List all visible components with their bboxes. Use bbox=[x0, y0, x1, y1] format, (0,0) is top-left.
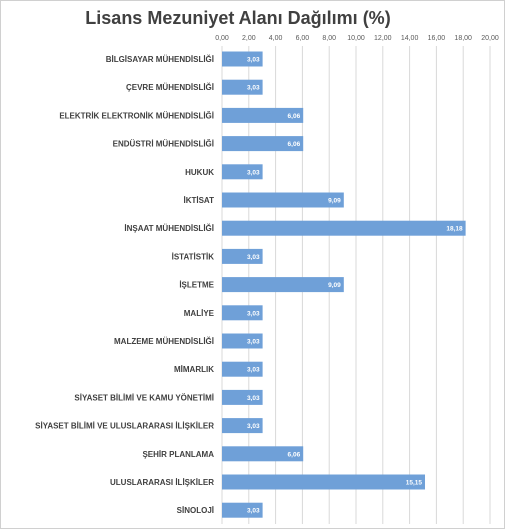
x-tick-label: 20,00 bbox=[481, 35, 499, 42]
bar bbox=[222, 446, 304, 462]
bar bbox=[222, 51, 263, 67]
category-label: İŞLETME bbox=[179, 281, 214, 290]
x-tick-label: 14,00 bbox=[401, 35, 419, 42]
data-labels: 3,03 3,03 6,06 6,06 3,03 9,09 18,18 3,03 9,09 3,0… bbox=[247, 57, 463, 515]
chart-title: Lisans Mezuniyet Alanı Dağılımı (%) bbox=[85, 8, 390, 28]
data-label: 3,03 bbox=[247, 254, 260, 261]
category-label: İKTİSAT bbox=[183, 196, 214, 205]
category-label: HUKUK bbox=[185, 168, 214, 177]
category-label: MİMARLIK bbox=[174, 365, 214, 374]
data-label: 3,03 bbox=[247, 169, 260, 176]
category-label: SİYASET BİLİMİ VE ULUSLARARASI İLİŞKİLER bbox=[35, 422, 214, 431]
data-label: 3,03 bbox=[247, 57, 260, 64]
bar bbox=[222, 502, 263, 518]
category-label: ÇEVRE MÜHENDİSLİĞİ bbox=[126, 83, 214, 92]
category-label: MALZEME MÜHENDİSLİĞİ bbox=[114, 337, 214, 346]
category-label: İSTATİSTİK bbox=[172, 252, 215, 261]
x-tick-label: 8,00 bbox=[322, 35, 336, 42]
bar bbox=[222, 389, 263, 405]
bar bbox=[222, 192, 344, 208]
x-tick-label: 10,00 bbox=[347, 35, 365, 42]
data-label: 18,18 bbox=[446, 226, 463, 233]
bar bbox=[222, 220, 466, 236]
category-label: ULUSLARARASI İLİŞKİLER bbox=[110, 478, 214, 487]
data-label: 3,03 bbox=[247, 310, 260, 317]
x-tick-label: 16,00 bbox=[428, 35, 446, 42]
bar bbox=[222, 79, 263, 95]
x-tick-label: 18,00 bbox=[454, 35, 472, 42]
x-tick-label: 6,00 bbox=[296, 35, 310, 42]
bar bbox=[222, 277, 344, 293]
x-tick-label: 12,00 bbox=[374, 35, 392, 42]
data-label: 15,15 bbox=[406, 480, 423, 487]
data-label: 6,06 bbox=[288, 451, 301, 458]
bar bbox=[222, 107, 304, 123]
bars bbox=[222, 51, 466, 518]
bar bbox=[222, 361, 263, 377]
x-tick-labels: 0,00 2,00 4,00 6,00 8,00 10,00 12,00 14,00 16,00… bbox=[215, 35, 499, 42]
data-label: 3,03 bbox=[247, 339, 260, 346]
data-label: 9,09 bbox=[328, 282, 341, 289]
data-label: 3,03 bbox=[247, 395, 260, 402]
category-label: BİLGİSAYAR MÜHENDİSLİĞİ bbox=[106, 55, 214, 64]
bar bbox=[222, 305, 263, 321]
category-label: ENDÜSTRİ MÜHENDİSLİĞİ bbox=[113, 140, 214, 149]
bar bbox=[222, 333, 263, 349]
category-label: ŞEHİR PLANLAMA bbox=[142, 450, 214, 459]
data-label: 6,06 bbox=[288, 141, 301, 148]
data-label: 3,03 bbox=[247, 423, 260, 430]
data-label: 6,06 bbox=[288, 113, 301, 120]
category-label: İNŞAAT MÜHENDİSLİĞİ bbox=[124, 224, 214, 233]
grid-lines bbox=[221, 46, 491, 524]
category-label: SİYASET BİLİMİ VE KAMU YÖNETİMİ bbox=[74, 393, 214, 402]
data-label: 3,03 bbox=[247, 508, 260, 515]
bar bbox=[222, 136, 304, 152]
category-label: ELEKTRİK ELEKTRONİK MÜHENDİSLİĞİ bbox=[59, 111, 214, 120]
data-label: 9,09 bbox=[328, 198, 341, 205]
bar bbox=[222, 164, 263, 180]
data-label: 3,03 bbox=[247, 367, 260, 374]
category-labels: BİLGİSAYAR MÜHENDİSLİĞİ ÇEVRE MÜHENDİSLİĞ… bbox=[35, 55, 215, 515]
x-tick-label: 0,00 bbox=[215, 35, 229, 42]
category-label: MALİYE bbox=[184, 309, 215, 318]
bar bbox=[222, 474, 426, 490]
bar bbox=[222, 418, 263, 434]
x-tick-label: 4,00 bbox=[269, 35, 283, 42]
bar bbox=[222, 248, 263, 264]
x-tick-label: 2,00 bbox=[242, 35, 256, 42]
data-label: 3,03 bbox=[247, 85, 260, 92]
category-label: SİNOLOJİ bbox=[177, 506, 214, 515]
